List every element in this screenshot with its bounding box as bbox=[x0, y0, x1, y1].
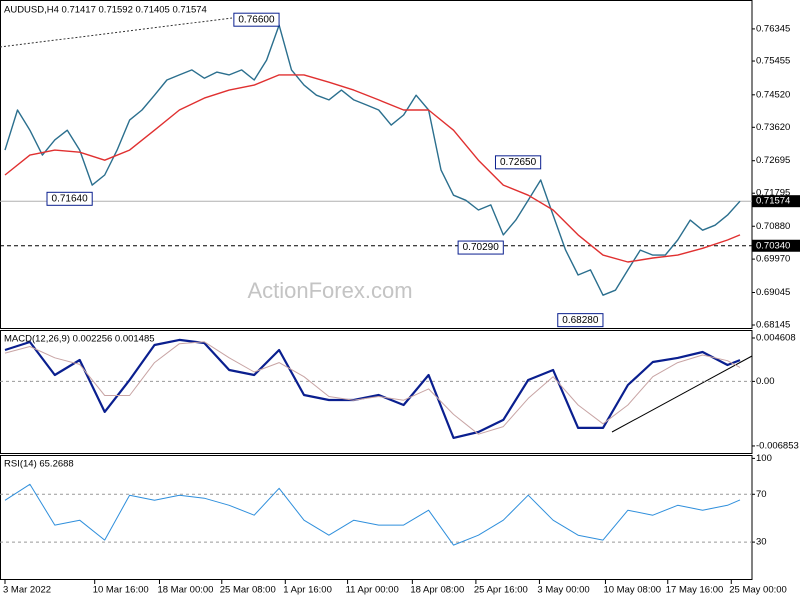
pane-title: MACD(12,26,9) 0.002256 0.001485 bbox=[4, 334, 155, 345]
pane-title: AUDUSD,H4 0.71417 0.71592 0.71405 0.7157… bbox=[4, 5, 207, 16]
annotation-label: 0.76600 bbox=[238, 14, 275, 25]
x-tick-label: 11 Apr 00:00 bbox=[346, 585, 399, 596]
annotation-label: 0.71640 bbox=[52, 193, 89, 204]
y-tick-label: 0.71795 bbox=[756, 188, 790, 199]
series-line bbox=[4, 24, 741, 296]
y-tick-label: 0.70880 bbox=[756, 221, 790, 232]
pane-title: RSI(14) 65.2688 bbox=[4, 459, 74, 470]
watermark: ActionForex.com bbox=[247, 278, 412, 303]
y-tick-label: -0.006853 bbox=[756, 440, 799, 451]
price-box-label: 0.70340 bbox=[756, 240, 790, 251]
macd-trend-line bbox=[611, 355, 753, 433]
current-price-box bbox=[752, 195, 800, 208]
x-tick-label: 25 Mar 08:00 bbox=[220, 585, 276, 596]
y-tick-label: 0.74520 bbox=[756, 89, 790, 100]
series-line bbox=[4, 74, 741, 263]
annotation-box bbox=[233, 12, 280, 27]
annotation-box bbox=[494, 155, 542, 170]
y-tick-label: 0.72695 bbox=[756, 155, 790, 166]
series-line bbox=[4, 341, 741, 435]
x-tick-label: 25 Apr 16:00 bbox=[474, 585, 528, 596]
x-tick-label: 17 May 16:00 bbox=[666, 585, 724, 596]
annotation-box bbox=[557, 313, 604, 328]
macd-pane bbox=[0, 330, 753, 454]
annotation-label: 0.68280 bbox=[562, 315, 599, 326]
y-tick-label: 70 bbox=[756, 489, 767, 500]
series-line bbox=[4, 338, 741, 439]
price-box bbox=[752, 239, 800, 252]
annotation-label: 0.72650 bbox=[500, 157, 537, 168]
price-pane bbox=[0, 0, 753, 329]
y-tick-label: 0.004608 bbox=[756, 333, 796, 344]
y-tick-label: 0.00 bbox=[756, 376, 775, 387]
x-tick-label: 18 Mar 00:00 bbox=[157, 585, 213, 596]
x-tick-label: 25 May 00:00 bbox=[729, 585, 787, 596]
current-price-label: 0.71574 bbox=[756, 196, 790, 207]
y-tick-label: 30 bbox=[756, 537, 767, 548]
y-tick-label: 0.76345 bbox=[756, 23, 790, 34]
annotation-box bbox=[457, 240, 504, 255]
trend-line bbox=[0, 17, 233, 48]
series-line bbox=[4, 483, 741, 546]
x-tick-label: 18 Apr 08:00 bbox=[410, 585, 464, 596]
x-tick-label: 10 May 08:00 bbox=[603, 585, 661, 596]
y-tick-label: 0.69970 bbox=[756, 254, 790, 265]
y-tick-label: 0.69045 bbox=[756, 287, 790, 298]
y-tick-label: 0.75455 bbox=[756, 56, 790, 67]
y-tick-label: 0.73620 bbox=[756, 122, 790, 133]
x-tick-label: 1 Apr 16:00 bbox=[283, 585, 332, 596]
x-tick-label: 10 Mar 16:00 bbox=[93, 585, 149, 596]
y-tick-label: 100 bbox=[756, 453, 772, 464]
annotation-box bbox=[46, 191, 93, 206]
x-tick-label: 3 Mar 2022 bbox=[3, 585, 51, 596]
rsi-pane bbox=[0, 455, 753, 580]
annotation-label: 0.70290 bbox=[463, 242, 500, 253]
x-tick-label: 3 May 00:00 bbox=[537, 585, 589, 596]
y-tick-label: 0.68145 bbox=[756, 320, 790, 331]
